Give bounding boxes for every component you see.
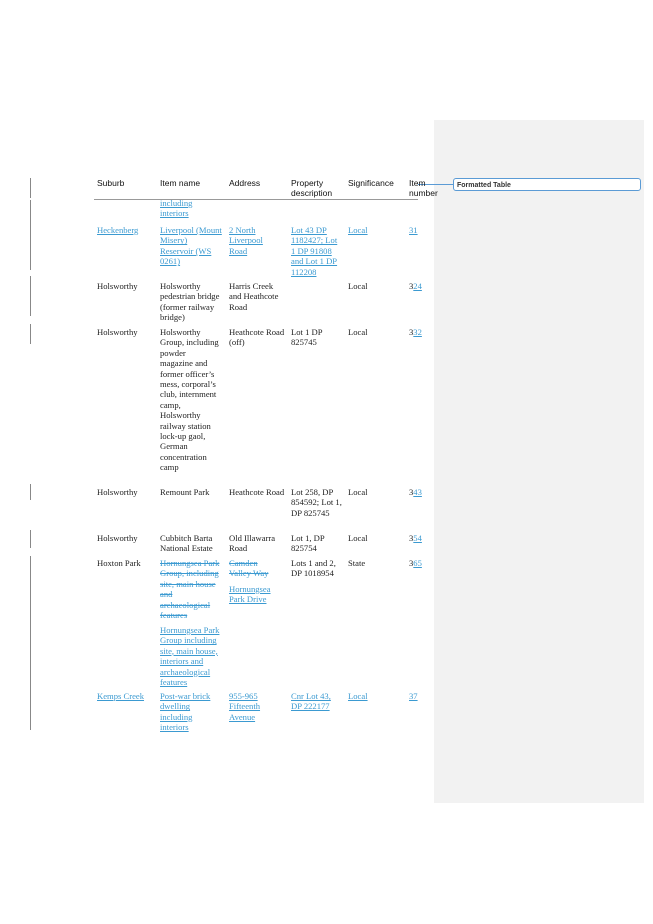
formatted-table-comment[interactable]: Formatted Table (453, 178, 641, 191)
change-bar (30, 530, 31, 548)
row-significance[interactable]: Local (348, 225, 368, 235)
item-number-old: 3 (409, 327, 414, 337)
row-item-name: Holsworthy pedestrian bridge (former rai… (160, 281, 220, 323)
row-item-name-deleted[interactable]: Hornungsea Park Group, including site, m… (160, 558, 220, 621)
item-number-old: 3 (409, 281, 414, 291)
row-significance[interactable]: Local (348, 691, 368, 701)
item-number-old: 3 (409, 533, 414, 543)
row-address: Harris Creek and Heathcote Road (229, 281, 279, 312)
row-item-number: 343 (409, 487, 431, 497)
row-item-name: Remount Park (160, 487, 210, 497)
row-significance: Local (348, 327, 368, 337)
row-suburb: Holsworthy (97, 281, 138, 291)
comments-pane (434, 120, 644, 803)
row-significance: State (348, 558, 366, 568)
header-item-name: Item name (160, 178, 201, 188)
header-significance: Significance (348, 178, 394, 188)
row-address: Heathcote Road (229, 487, 285, 497)
row-significance: Local (348, 533, 368, 543)
row-address: Heathcote Road (off) (229, 327, 285, 348)
header-address: Address (229, 178, 261, 188)
change-bar (30, 556, 31, 730)
row-item-name[interactable]: Post-war brick dwelling including interi… (160, 691, 211, 733)
item-number-new[interactable]: 65 (413, 558, 422, 568)
row-item-name: Holsworthy Group, including powder magaz… (160, 327, 219, 473)
row-suburb[interactable]: Heckenberg (97, 225, 139, 235)
row-address-inserted[interactable]: Hornungsea Park Drive (229, 584, 271, 605)
row-property[interactable]: Lot 43 DP 1182427; Lot 1 DP 91808 and Lo… (291, 225, 338, 277)
item-number-new[interactable]: 24 (413, 281, 422, 291)
change-bar (30, 200, 31, 270)
item-number-new[interactable]: 43 (413, 487, 422, 497)
row-suburb: Holsworthy (97, 533, 138, 543)
row-address: Old Illawarra Road (229, 533, 276, 554)
row-property: Lot 1, DP 825754 (291, 533, 325, 554)
row-suburb: Holsworthy (97, 487, 138, 497)
row-item-name[interactable]: Liverpool (Mount Misery) Reservoir (WS 0… (160, 225, 222, 267)
comment-connector (418, 184, 453, 185)
header-suburb: Suburb (97, 178, 125, 188)
row-significance: Local (348, 487, 368, 497)
row-item-number[interactable]: 37 (409, 691, 418, 701)
header-item-number: Item number (409, 178, 438, 198)
header-property-description: Property description (291, 178, 333, 198)
row-suburb[interactable]: Kemps Creek (97, 691, 145, 701)
row-item-number[interactable]: 31 (409, 225, 418, 235)
header-rule (94, 199, 418, 200)
change-bar (30, 484, 31, 500)
row-fragment-item-name[interactable]: including interiors (160, 198, 193, 219)
row-property: Lot 258, DP 854592; Lot 1, DP 825745 (291, 487, 342, 518)
change-bar (30, 276, 31, 316)
row-property: Lots 1 and 2, DP 1018954 (291, 558, 336, 579)
row-item-name: Cubbitch Barta National Estate (160, 533, 213, 554)
row-address[interactable]: 955-965 Fifteenth Avenue (229, 691, 261, 722)
item-number-new[interactable]: 54 (413, 533, 422, 543)
row-significance: Local (348, 281, 368, 291)
row-property[interactable]: Cnr Lot 43, DP 222177 (291, 691, 331, 712)
row-item-number: 324 (409, 281, 431, 291)
row-property: Lot 1 DP 825745 (291, 327, 323, 348)
row-address[interactable]: 2 North Liverpool Road (229, 225, 263, 256)
row-address-deleted[interactable]: Camden Valley Way (229, 558, 269, 579)
item-number-new[interactable]: 32 (413, 327, 422, 337)
row-suburb: Holsworthy (97, 327, 138, 337)
row-item-number: 354 (409, 533, 431, 543)
item-number-old: 3 (409, 487, 414, 497)
row-item-name-inserted[interactable]: Hornungsea Park Group including site, ma… (160, 625, 220, 688)
change-bar (30, 324, 31, 344)
row-item-number: 332 (409, 327, 431, 337)
change-bar (30, 178, 31, 198)
item-number-old: 3 (409, 558, 414, 568)
row-suburb: Hoxton Park (97, 558, 141, 568)
row-item-number: 365 (409, 558, 431, 568)
